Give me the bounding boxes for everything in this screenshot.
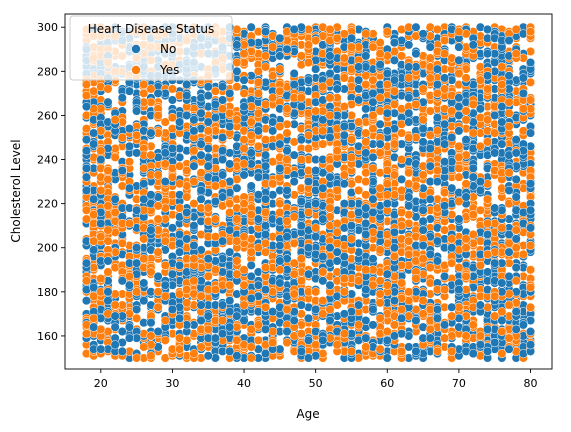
data-point bbox=[440, 73, 450, 83]
data-point bbox=[504, 300, 514, 310]
data-point bbox=[425, 194, 435, 204]
data-point bbox=[89, 291, 99, 301]
data-point bbox=[375, 289, 385, 299]
data-point bbox=[504, 185, 514, 195]
data-point bbox=[404, 73, 414, 83]
data-point bbox=[311, 64, 321, 74]
data-point bbox=[375, 298, 385, 308]
data-point bbox=[482, 267, 493, 277]
data-point bbox=[303, 269, 314, 279]
data-point bbox=[511, 263, 521, 273]
data-point bbox=[325, 68, 335, 79]
data-point bbox=[303, 243, 314, 253]
data-point bbox=[124, 141, 135, 151]
data-point bbox=[468, 229, 478, 240]
data-point bbox=[525, 179, 536, 189]
data-point bbox=[303, 313, 314, 323]
data-point bbox=[239, 88, 249, 98]
data-point bbox=[418, 170, 428, 180]
data-point bbox=[375, 245, 385, 255]
data-point bbox=[296, 254, 306, 264]
data-point bbox=[511, 192, 521, 202]
data-point bbox=[282, 337, 292, 348]
data-point bbox=[361, 104, 371, 114]
data-point bbox=[440, 35, 450, 46]
data-point bbox=[368, 110, 378, 120]
data-point bbox=[253, 108, 263, 118]
data-point bbox=[397, 51, 407, 61]
data-point bbox=[339, 73, 349, 83]
data-point bbox=[382, 27, 392, 37]
data-point bbox=[303, 143, 314, 154]
data-point bbox=[117, 93, 127, 103]
data-point bbox=[124, 86, 135, 96]
data-point bbox=[454, 163, 464, 173]
data-point bbox=[318, 139, 328, 149]
data-point bbox=[253, 77, 263, 87]
data-point bbox=[346, 33, 357, 43]
data-point bbox=[268, 71, 278, 81]
data-point bbox=[318, 296, 328, 306]
data-point bbox=[139, 278, 149, 288]
data-point bbox=[497, 62, 507, 72]
data-point bbox=[275, 207, 285, 217]
data-point bbox=[354, 185, 364, 195]
data-point bbox=[239, 75, 249, 85]
data-point bbox=[432, 113, 442, 123]
data-point bbox=[411, 22, 421, 32]
data-point bbox=[404, 192, 414, 202]
data-point bbox=[289, 315, 299, 326]
data-point bbox=[282, 128, 292, 138]
data-point bbox=[318, 82, 328, 92]
data-point bbox=[339, 179, 349, 189]
data-point bbox=[96, 185, 106, 195]
data-point bbox=[432, 177, 442, 187]
data-point bbox=[461, 179, 471, 189]
data-point bbox=[418, 115, 428, 125]
data-point bbox=[232, 82, 242, 92]
data-point bbox=[461, 243, 471, 253]
data-point bbox=[260, 62, 271, 72]
data-point bbox=[110, 207, 120, 217]
data-point bbox=[397, 278, 407, 288]
data-point bbox=[296, 196, 306, 206]
data-point bbox=[124, 157, 135, 167]
data-point bbox=[404, 168, 414, 178]
data-point bbox=[339, 170, 349, 180]
data-point bbox=[289, 68, 299, 79]
data-point bbox=[189, 221, 199, 231]
data-point bbox=[525, 265, 536, 275]
data-point bbox=[96, 154, 106, 165]
data-point bbox=[275, 33, 285, 43]
data-point bbox=[110, 194, 120, 204]
data-point bbox=[81, 329, 92, 339]
data-point bbox=[81, 185, 92, 195]
data-point bbox=[432, 313, 442, 323]
data-point bbox=[404, 108, 414, 118]
data-point bbox=[525, 340, 536, 350]
data-point bbox=[440, 271, 450, 281]
data-point bbox=[153, 201, 163, 211]
data-point bbox=[275, 64, 285, 74]
data-point bbox=[504, 344, 514, 354]
data-point bbox=[296, 329, 306, 339]
data-point bbox=[447, 243, 457, 253]
data-point bbox=[246, 247, 256, 257]
data-point bbox=[253, 335, 263, 345]
data-point bbox=[268, 93, 278, 103]
data-point bbox=[525, 128, 536, 138]
data-point bbox=[475, 185, 485, 195]
data-point bbox=[440, 333, 450, 343]
data-point bbox=[232, 335, 242, 345]
